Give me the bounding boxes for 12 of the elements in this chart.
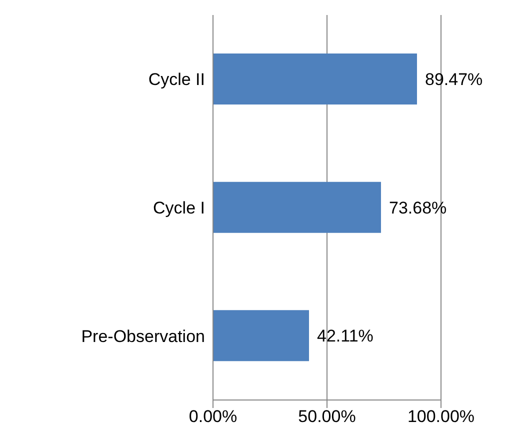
data-label: 73.68% bbox=[388, 198, 447, 218]
y-tick-label: Cycle II bbox=[148, 70, 205, 90]
bar bbox=[213, 310, 310, 362]
x-tick-label: 50.00% bbox=[298, 407, 356, 426]
bar bbox=[213, 182, 381, 233]
x-tick-label: 100.00% bbox=[407, 407, 475, 426]
y-tick-label: Cycle I bbox=[153, 198, 205, 218]
data-label: 42.11% bbox=[317, 326, 374, 346]
y-tick-label: Pre-Observation bbox=[81, 326, 205, 346]
bar bbox=[213, 54, 417, 104]
data-label: 89.47% bbox=[424, 70, 483, 90]
x-tick-label: 0.00% bbox=[188, 407, 238, 426]
